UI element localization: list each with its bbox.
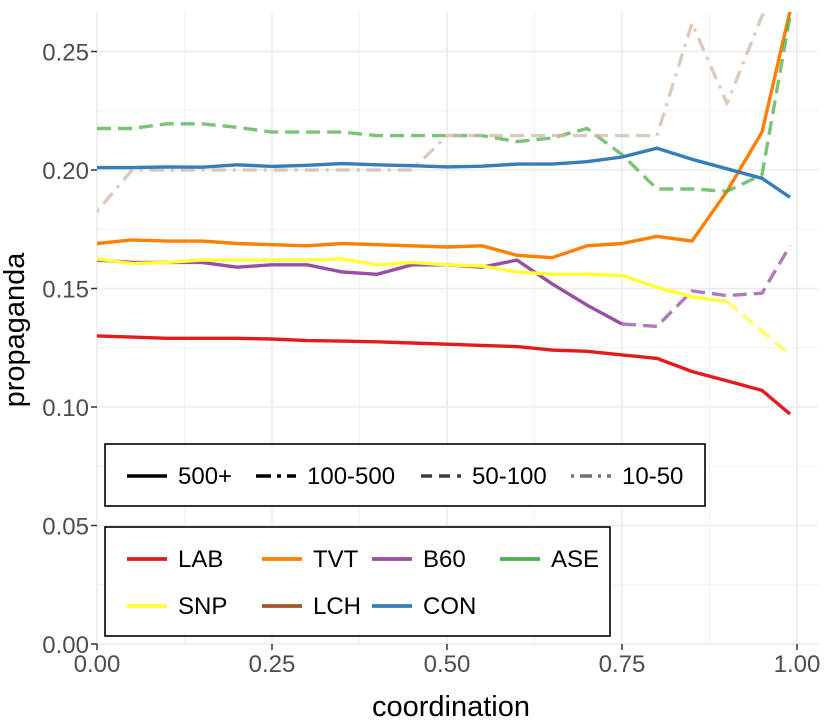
axis-layer: 0.00 0.25 0.50 0.75 1.00 0.00 0.05 0.10 0.15 0.20… <box>42 40 820 679</box>
x-tick-label: 0.00 <box>74 651 121 678</box>
legend-label-tvt: TVT <box>313 546 359 573</box>
series-con <box>97 146 791 199</box>
series-lch <box>97 12 768 213</box>
series-line-snp <box>97 257 728 304</box>
legend-label-con: CON <box>423 593 476 620</box>
series-line-snp <box>725 300 792 357</box>
y-tick-label: 0.10 <box>42 395 89 422</box>
legend-label-linetype: 100-500 <box>307 463 395 490</box>
legend-label-b60: B60 <box>423 546 466 573</box>
legend-label-linetype: 50-100 <box>472 463 547 490</box>
legend-layer: 500+ 100-500 50-100 10-50 LAB TVT B60 ASE SNP LCH… <box>104 443 706 637</box>
series-line-con <box>97 146 791 199</box>
y-tick-label: 0.05 <box>42 514 89 541</box>
y-axis-title: propaganda <box>0 252 31 408</box>
series-line-ase <box>97 15 792 194</box>
series-snp <box>97 257 792 357</box>
y-tick-label: 0.20 <box>42 158 89 185</box>
series-line-lab <box>97 334 792 416</box>
legend-label-ase: ASE <box>551 546 599 573</box>
series-line-lch <box>97 134 449 213</box>
series-line-b60 <box>621 244 792 329</box>
x-tick-label: 0.25 <box>249 651 296 678</box>
x-tick-label: 0.75 <box>599 651 646 678</box>
y-tick-label: 0.00 <box>42 632 89 659</box>
x-tick-label: 0.50 <box>424 651 471 678</box>
series-lab <box>97 334 792 416</box>
series-tvt <box>97 12 792 260</box>
y-tick-label: 0.15 <box>42 277 89 304</box>
series-line-lch <box>655 12 768 137</box>
x-axis-title: coordination <box>372 691 530 723</box>
legend-label-snp: SNP <box>178 593 227 620</box>
legend-label-linetype: 10-50 <box>622 463 683 490</box>
legend-linetype-box <box>104 443 706 507</box>
series-layer <box>97 12 792 416</box>
series-ase <box>97 15 792 194</box>
legend-party-box <box>104 526 611 637</box>
legend-label-lab: LAB <box>178 546 223 573</box>
y-tick-label: 0.25 <box>42 40 89 67</box>
x-tick-label: 1.00 <box>774 651 821 678</box>
legend-label-linetype: 500+ <box>178 463 232 490</box>
legend-label-lch: LCH <box>313 593 361 620</box>
series-line-tvt <box>97 12 792 260</box>
